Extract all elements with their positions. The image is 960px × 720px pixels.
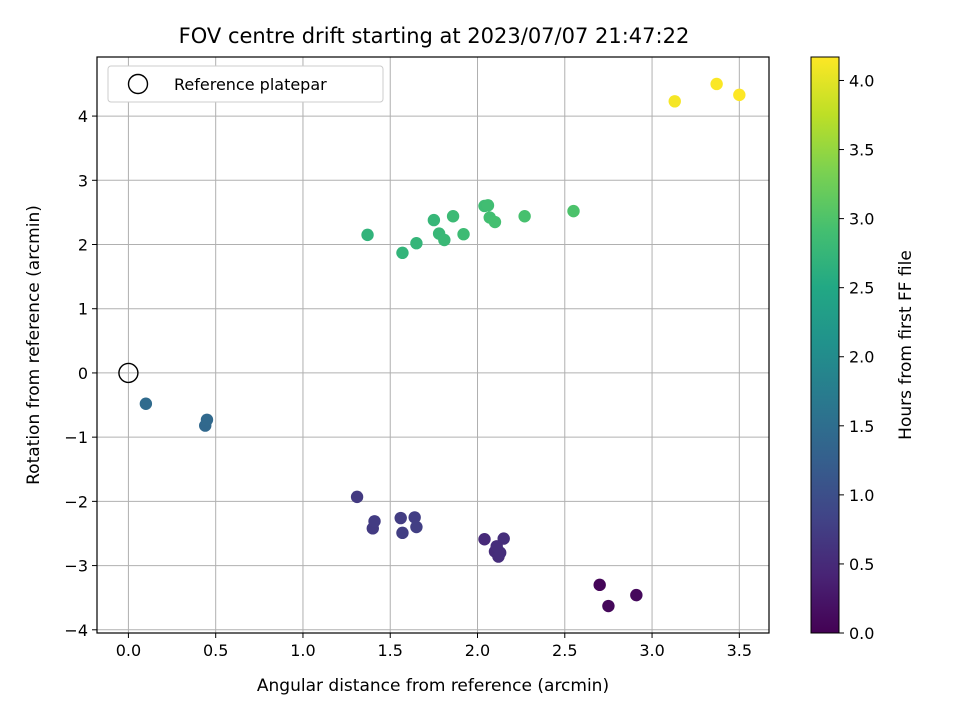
colorbar-gradient (810, 56, 840, 634)
y-axis-ticks: −4 −3 −2 −1 0 1 2 3 4 (64, 107, 97, 640)
colorbar-tick-label: 3.5 (849, 141, 874, 160)
x-tick-label: 3.5 (727, 641, 752, 660)
y-tick-label: 0 (78, 364, 88, 383)
reference-point-layer (118, 362, 139, 384)
scatter-point (368, 515, 381, 528)
colorbar-tick-label: 0.0 (849, 624, 874, 643)
scatter-point (630, 588, 643, 602)
scatter-point (408, 511, 421, 524)
colorbar: 0.0 0.5 1.0 1.5 2.0 2.5 3.0 3.5 4.0 Hours from f… (810, 56, 916, 643)
y-tick-label: 2 (78, 236, 88, 255)
scatter-point (446, 210, 460, 223)
colorbar-tick-label: 1.0 (849, 486, 874, 505)
scatter-point (410, 237, 423, 250)
scatter-point (350, 490, 364, 504)
y-tick-label: 4 (78, 107, 88, 126)
scatter-point (410, 520, 423, 534)
scatter-point (488, 215, 502, 229)
scatter-point (602, 599, 615, 613)
x-axis-ticks: 0.0 0.5 1.0 1.5 2.0 2.5 3.0 3.5 (116, 633, 752, 660)
plot-frame (96, 56, 770, 634)
y-axis-label: Rotation from reference (arcmin) (24, 205, 44, 485)
scatter-point (567, 204, 580, 218)
scatter-point (478, 533, 491, 546)
scatter-point (396, 526, 409, 540)
legend: Reference platepar (107, 65, 384, 103)
x-tick-label: 0.0 (116, 641, 141, 660)
scatter-point (593, 578, 606, 592)
colorbar-ticks: 0.0 0.5 1.0 1.5 2.0 2.5 3.0 3.5 4.0 (839, 71, 874, 643)
scatter-point (394, 511, 407, 525)
y-tick-label: 1 (78, 300, 88, 319)
scatter-point (481, 199, 495, 212)
scatter-point (518, 210, 531, 223)
grid (97, 57, 769, 633)
scatter-point (139, 397, 153, 410)
y-tick-label: −2 (64, 492, 88, 511)
scatter-point (668, 95, 681, 108)
colorbar-tick-label: 2.0 (849, 348, 874, 367)
chart-title: FOV centre drift starting at 2023/07/07 … (179, 24, 690, 48)
reference-platepar-marker (118, 362, 139, 384)
scatter-point (457, 228, 470, 241)
y-tick-label: 3 (78, 171, 88, 190)
scatter-point (438, 233, 451, 247)
legend-marker-reference (127, 73, 149, 95)
colorbar-tick-label: 4.0 (849, 71, 874, 90)
colorbar-label: Hours from first FF file (896, 250, 916, 440)
y-tick-label: −3 (64, 557, 88, 576)
x-tick-label: 2.0 (465, 641, 490, 660)
colorbar-tick-label: 0.5 (849, 555, 874, 574)
data-points (139, 77, 746, 613)
x-tick-label: 3.0 (639, 641, 664, 660)
legend-label-reference: Reference platepar (174, 75, 327, 94)
legend-box (107, 65, 384, 103)
scatter-point (200, 413, 214, 427)
scatter-point (427, 213, 441, 227)
scatter-point (490, 540, 503, 553)
colorbar-tick-label: 2.5 (849, 279, 874, 298)
scatter-point (396, 246, 409, 260)
colorbar-tick-label: 1.5 (849, 417, 874, 436)
scatter-point (710, 77, 723, 91)
y-tick-label: −1 (64, 428, 88, 447)
x-axis-label: Angular distance from reference (arcmin) (257, 676, 609, 696)
scatter-point (733, 88, 746, 102)
y-tick-label: −4 (64, 621, 88, 640)
scatter-point (361, 228, 374, 242)
x-tick-label: 0.5 (203, 641, 228, 660)
x-tick-label: 1.5 (378, 641, 403, 660)
x-tick-label: 1.0 (290, 641, 315, 660)
colorbar-tick-label: 3.0 (849, 210, 874, 229)
x-tick-label: 2.5 (552, 641, 577, 660)
